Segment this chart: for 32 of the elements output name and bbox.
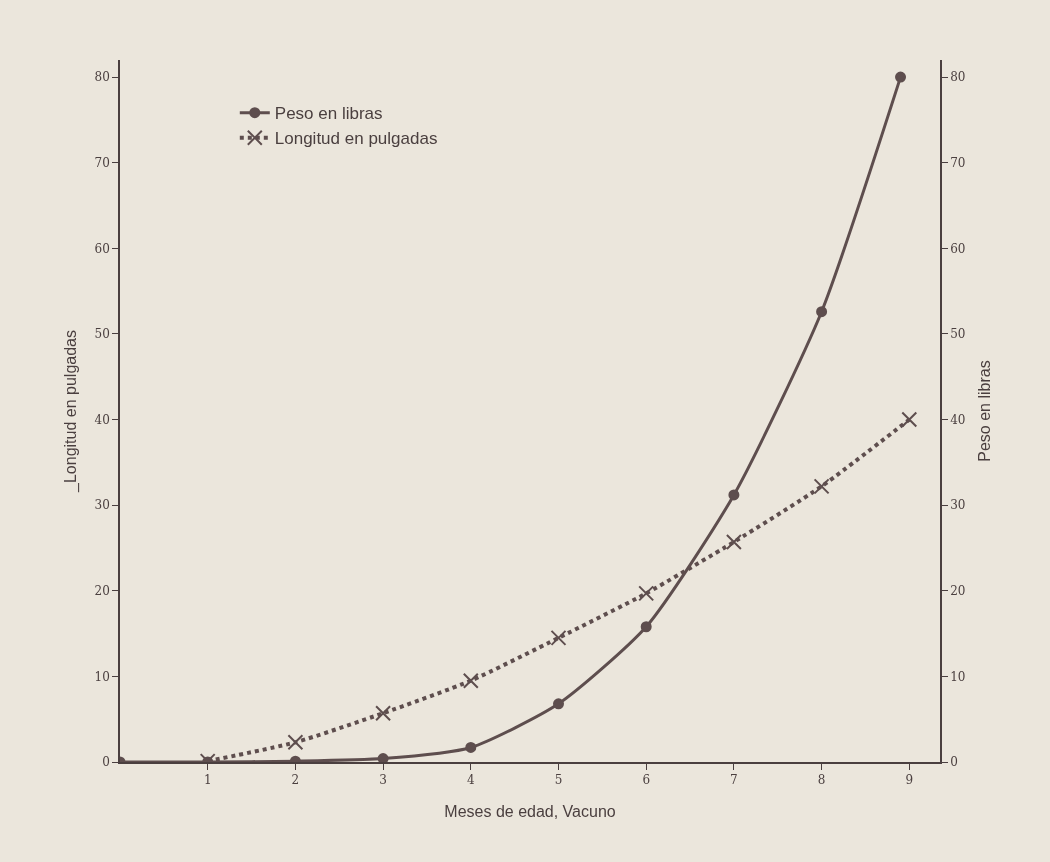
x-tick-label: 5: [554, 773, 563, 788]
y-tick-label: 20: [94, 583, 110, 598]
y-tick-label: 10: [94, 669, 110, 684]
y-tick-label: 80: [94, 70, 110, 85]
y2-tick-label: 20: [950, 583, 966, 598]
y2-tick-label: 30: [950, 498, 966, 513]
legend-label: Peso en libras: [274, 104, 383, 124]
x-tick-label: 1: [203, 773, 212, 788]
y-tick-label: 40: [94, 412, 110, 427]
y2-tick-label: 70: [950, 155, 966, 170]
y2-tick-label: 60: [950, 241, 966, 256]
x-tick-label: 4: [466, 773, 475, 788]
y2-axis-title: Peso en libras: [975, 360, 993, 462]
y2-tick-label: 0: [950, 755, 958, 770]
x-tick-label: 2: [291, 773, 300, 788]
y2-tick-label: 50: [950, 327, 966, 342]
y2-tick-label: 10: [950, 669, 966, 684]
y-tick-label: 50: [94, 327, 110, 342]
x-tick-label: 3: [379, 773, 387, 788]
x-tick-label: 7: [730, 773, 738, 788]
y-axis-title: _Longitud en pulgadas: [61, 330, 80, 493]
y-tick-label: 70: [94, 155, 110, 170]
x-tick-label: 8: [817, 773, 826, 788]
y-tick-label: 60: [94, 241, 110, 256]
y-tick-label: 0: [102, 755, 110, 770]
x-axis-title: Meses de edad, Vacuno: [444, 803, 616, 821]
x-tick-label: 6: [642, 773, 651, 788]
y2-tick-label: 40: [950, 412, 966, 427]
legend-label: Longitud en pulgadas: [274, 129, 438, 149]
y2-tick-label: 80: [950, 70, 966, 85]
y-tick-label: 30: [94, 498, 110, 513]
x-tick-label: 9: [905, 773, 914, 788]
